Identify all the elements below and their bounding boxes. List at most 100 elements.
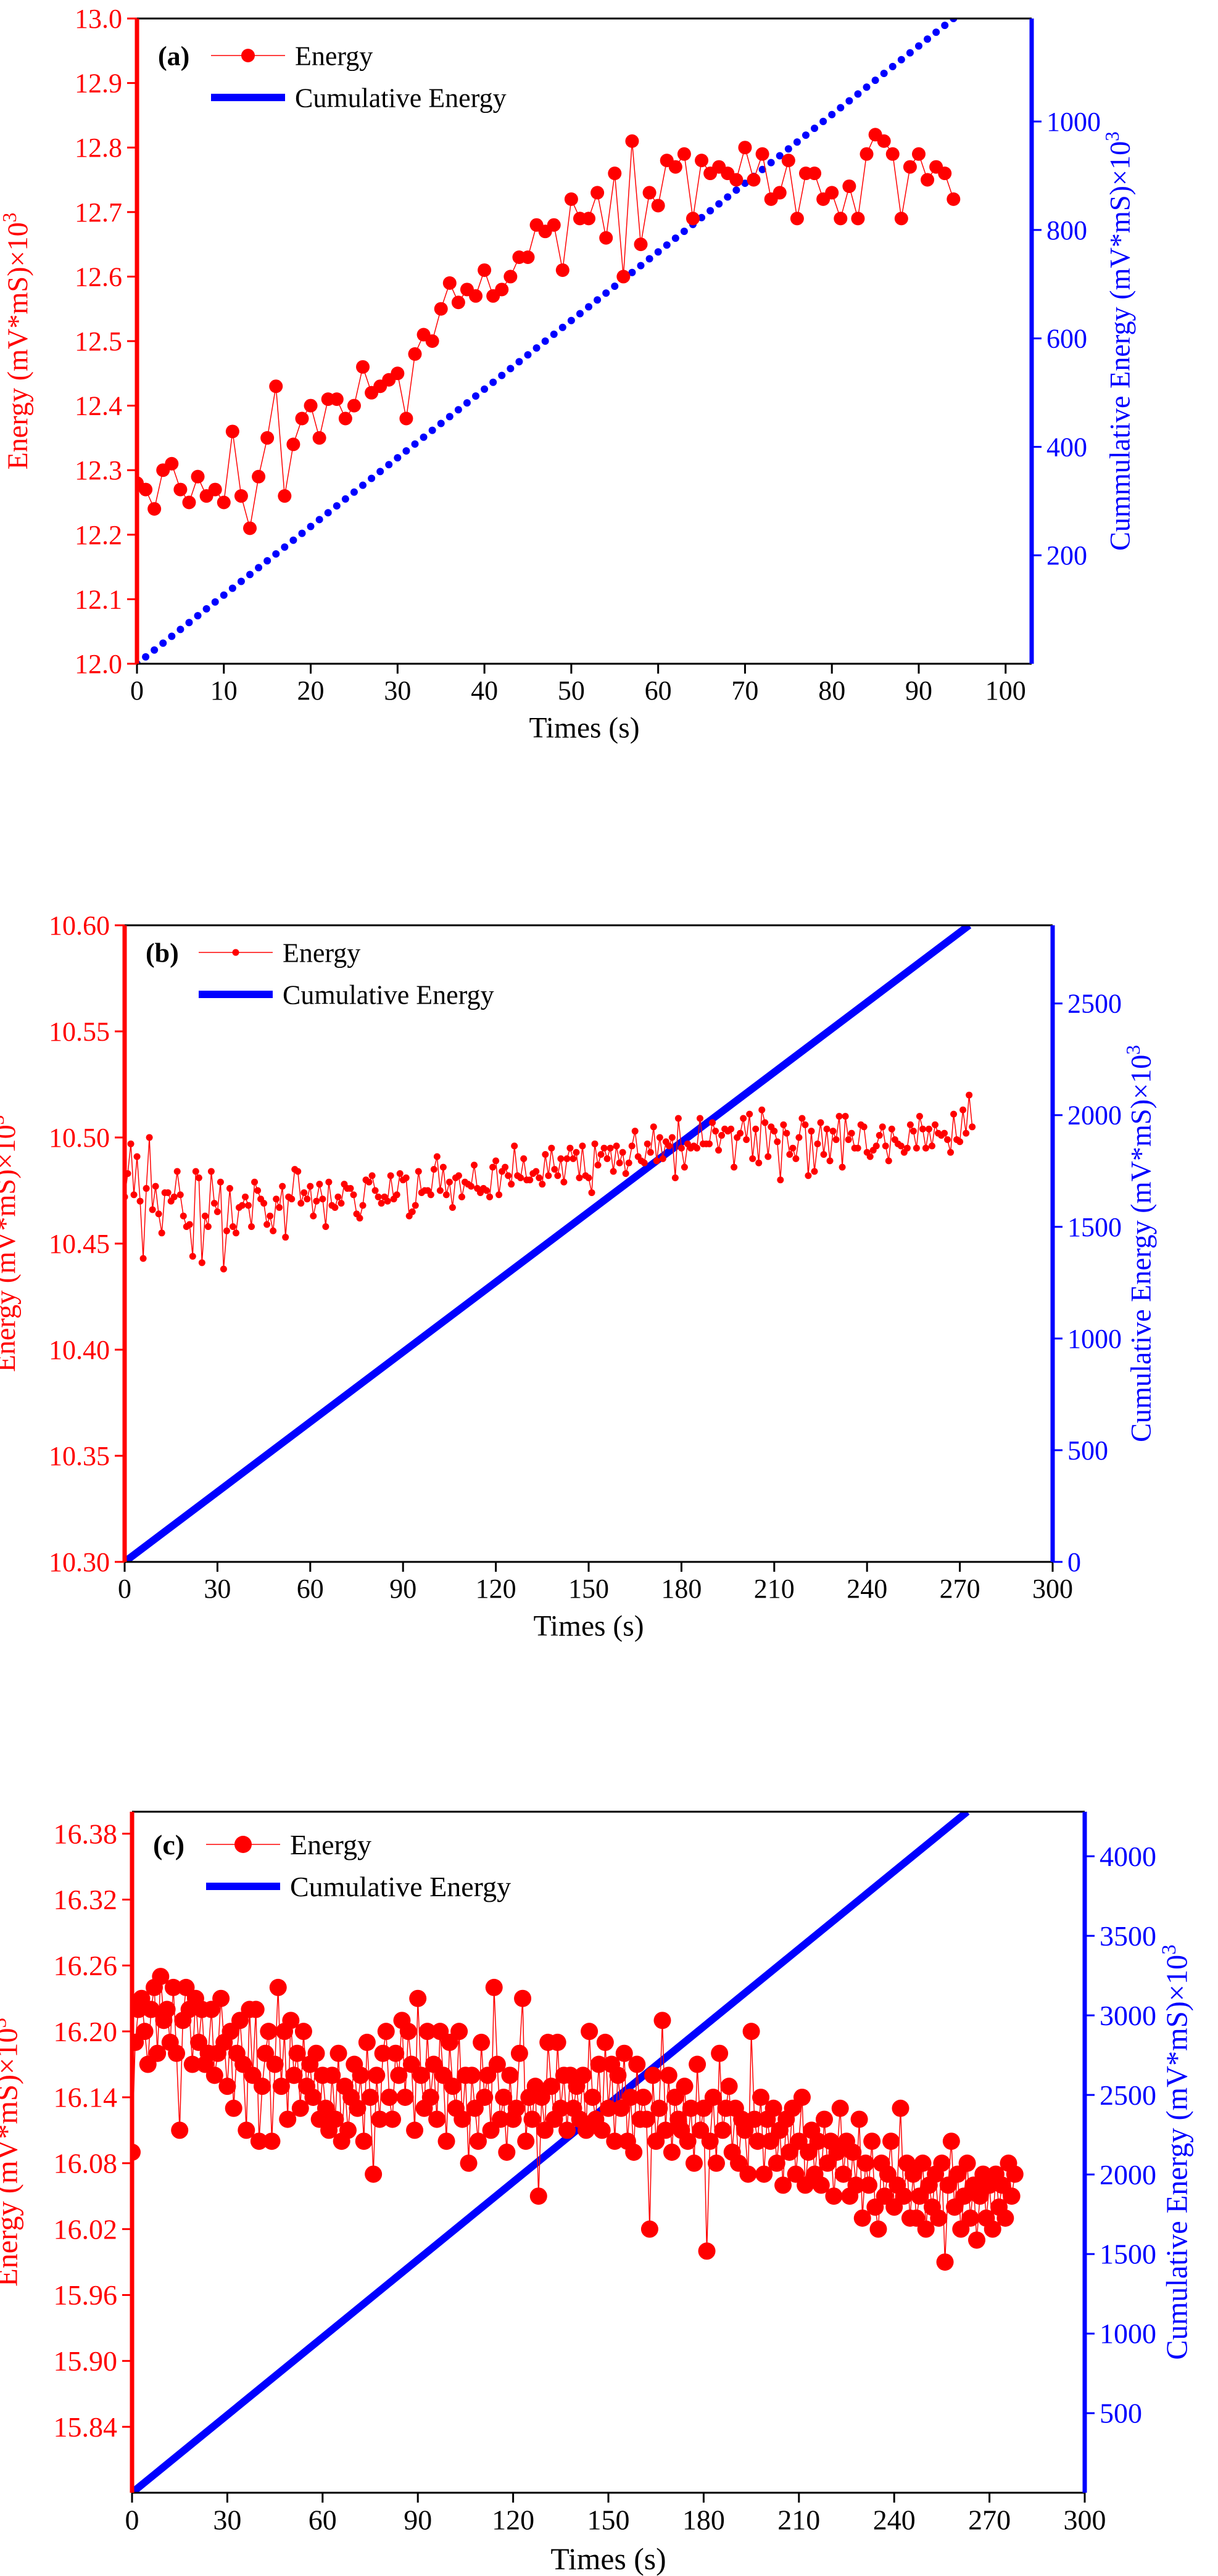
energy-point	[307, 2044, 325, 2062]
energy-point	[714, 2121, 732, 2139]
energy-point	[922, 1144, 929, 1152]
cumulative-energy-point	[645, 255, 653, 263]
cumulative-energy-point	[298, 529, 306, 537]
energy-point	[529, 2187, 547, 2205]
energy-point	[653, 1157, 660, 1165]
energy-point	[304, 398, 318, 413]
energy-point	[996, 2209, 1014, 2227]
energy-point	[251, 1178, 259, 1186]
energy-point	[825, 186, 839, 200]
energy-point	[914, 2154, 932, 2172]
energy-point	[731, 1163, 738, 1171]
energy-point	[334, 1193, 342, 1200]
energy-point	[521, 250, 535, 265]
energy-point	[625, 1159, 632, 1166]
energy-point	[338, 411, 352, 426]
energy-point	[850, 2110, 868, 2128]
cumulative-energy-point	[837, 104, 845, 112]
energy-point	[743, 1136, 750, 1143]
energy-point	[715, 1147, 723, 1154]
cumulative-energy-point	[185, 619, 193, 627]
energy-point	[745, 2110, 763, 2128]
energy-point	[260, 2023, 278, 2041]
energy-point	[217, 1178, 224, 1186]
energy-point	[378, 1200, 385, 1207]
y-right-tick-label: 2500	[1100, 2079, 1156, 2111]
energy-point	[164, 1978, 182, 1996]
y-right-tick-label: 1500	[1067, 1212, 1122, 1242]
y-left-tick-label: 12.2	[75, 520, 122, 550]
legend-cumulative-label: Cumulative Energy	[295, 83, 507, 113]
energy-point	[657, 2121, 674, 2139]
legend-energy-label: Energy	[283, 938, 360, 968]
energy-point	[269, 1978, 287, 1996]
energy-point	[377, 2023, 395, 2041]
energy-point	[808, 167, 822, 181]
energy-point	[387, 1172, 394, 1179]
energy-point	[811, 1168, 818, 1175]
x-tick-label: 0	[130, 675, 144, 706]
energy-point	[238, 2121, 255, 2139]
x-tick-label: 0	[118, 1574, 131, 1604]
y-right-tick-label: 500	[1100, 2398, 1142, 2429]
cumulative-energy-point	[333, 502, 341, 510]
y-right-tick-label: 0	[1067, 1547, 1081, 1577]
energy-point	[149, 2044, 167, 2062]
energy-point	[223, 1227, 230, 1234]
energy-point	[650, 2099, 668, 2117]
cumulative-energy-point	[845, 97, 853, 105]
energy-point	[885, 1157, 892, 1165]
cumulative-energy-point	[176, 625, 184, 634]
energy-point	[339, 2121, 357, 2139]
y-right-axis-title: Cummulative Energy (mV*mS)×103	[1101, 131, 1136, 551]
energy-point	[402, 1174, 410, 1181]
cumulative-energy-point	[871, 76, 879, 85]
y-right-axis-title: Cumulative Energy (mV*mS)×103	[1122, 1045, 1157, 1442]
energy-point	[310, 1212, 317, 1220]
cumulative-energy-point	[385, 461, 393, 469]
energy-point	[291, 2099, 309, 2117]
energy-point	[297, 1200, 305, 1207]
energy-point	[165, 456, 179, 471]
cumulative-energy-point	[281, 543, 289, 551]
y-left-tick-label: 16.02	[54, 2213, 118, 2245]
energy-point	[557, 1155, 565, 1162]
cumulative-energy-point	[454, 406, 462, 414]
energy-point	[737, 1129, 744, 1137]
x-tick-label: 210	[777, 2504, 820, 2536]
x-tick-label: 120	[492, 2504, 534, 2536]
cumulative-energy-point	[159, 639, 167, 647]
energy-point	[352, 2066, 370, 2084]
cumulative-energy-point	[550, 330, 558, 338]
energy-point	[460, 2154, 478, 2172]
energy-point	[514, 1989, 532, 2007]
energy-point	[368, 1172, 376, 1179]
x-axis-title: Times (s)	[529, 712, 639, 744]
cumulative-energy-point	[628, 268, 636, 276]
energy-point	[191, 469, 205, 484]
energy-point	[495, 2088, 513, 2106]
energy-point	[433, 1153, 441, 1160]
energy-point	[942, 2132, 960, 2150]
y-right-axis-title: Cumulative Energy (mV*mS)×103	[1158, 1944, 1193, 2359]
energy-point	[539, 1181, 546, 1188]
energy-point	[213, 1208, 221, 1215]
energy-point	[752, 2088, 770, 2106]
cumulative-energy-point	[680, 227, 688, 235]
y-left-tick-label: 15.96	[54, 2279, 118, 2311]
energy-point	[495, 283, 509, 297]
energy-point	[279, 1183, 286, 1190]
energy-point	[963, 1129, 970, 1137]
energy-point	[774, 1138, 781, 1146]
x-tick-label: 270	[940, 1574, 980, 1604]
y-left-tick-label: 12.4	[75, 391, 122, 421]
y-left-tick-label: 12.3	[75, 455, 122, 485]
energy-point	[693, 1144, 700, 1152]
cumulative-energy-point	[255, 564, 263, 572]
energy-point	[961, 2209, 979, 2227]
energy-point	[634, 237, 648, 252]
energy-series	[132, 1968, 1024, 2271]
energy-point	[247, 2000, 265, 2018]
energy-point	[742, 2023, 760, 2041]
energy-point	[442, 1191, 450, 1199]
